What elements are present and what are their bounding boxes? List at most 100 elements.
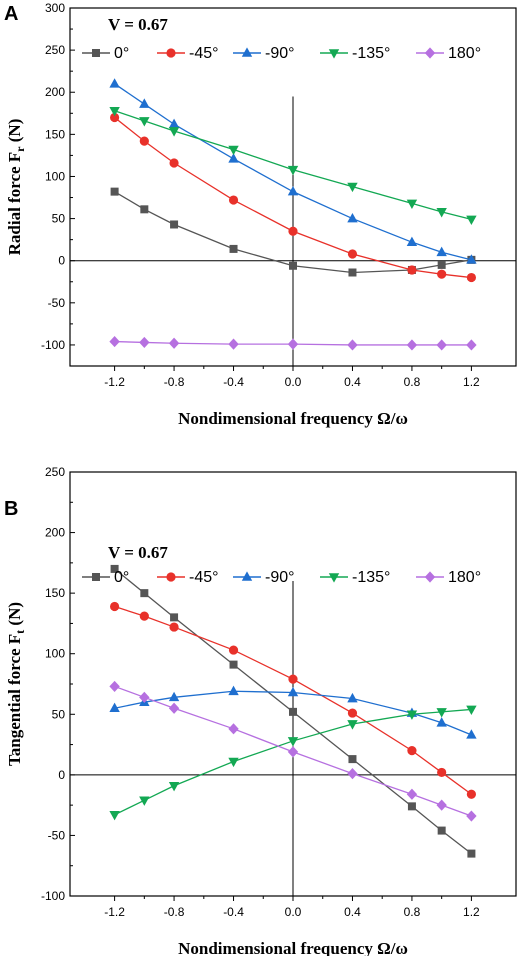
legend-swatch-marker [328,573,340,583]
data-point [347,182,358,193]
y-axis-title: Radial force Fr (N) [5,119,27,256]
data-point [109,811,120,821]
legend-swatch-marker [166,572,176,582]
legend-label: -135° [352,569,390,586]
y-tick-label: 150 [45,127,65,141]
data-point [139,117,150,127]
data-point [466,810,477,822]
y-axis-title-subscript: r [13,146,27,152]
data-point [168,781,180,792]
data-point [228,685,239,696]
x-tick-label: 0.0 [285,375,302,389]
data-point [169,622,179,632]
data-point [168,702,180,714]
data-point [288,226,298,236]
y-tick-label: 200 [45,85,65,99]
x-tick-label: 0.0 [285,905,302,919]
data-point [288,674,298,684]
data-point [347,708,358,718]
data-point [168,691,180,702]
x-tick-label: -0.8 [164,375,185,389]
legend: 0° -45° -90° -135° 180° [82,569,481,586]
legend: 0° -45° -90° -135° 180° [82,45,481,62]
data-point [347,692,358,703]
data-point [436,708,447,718]
data-point [407,802,416,811]
data-point [139,136,149,146]
data-point [287,737,299,747]
legend-label: -45° [189,569,219,586]
data-point [109,335,120,348]
data-point [170,220,179,229]
y-axis-title-subscript: t [13,630,27,634]
data-point [139,691,150,703]
legend-label: 0° [114,45,129,62]
y-axis-title-unit: (N) [5,119,24,147]
data-point [228,195,239,205]
panel-letter: B [4,498,18,520]
legend-item: 180° [416,45,481,62]
data-point [229,660,238,669]
data-point [287,186,299,196]
data-point [287,338,299,350]
data-point [228,145,239,156]
data-point [437,260,446,269]
data-point [436,339,447,351]
data-point [347,249,358,259]
data-point [347,212,358,223]
legend-item: -45° [157,569,219,586]
y-tick-label: -50 [48,296,66,310]
legend-item: 180° [416,569,481,586]
data-point [109,78,120,88]
data-point [347,720,358,730]
data-point [436,799,447,811]
panel-b: B -100 -50 0 50 100 150 200 250 -1.2 -0.8 -0.4 0.0 0.… [4,465,517,956]
data-point [347,768,358,780]
data-point [466,215,477,226]
x-tick-label: -1.2 [104,375,125,389]
series-3 [109,106,477,226]
data-point [168,127,180,137]
data-point [466,339,477,351]
y-tick-label: 150 [45,586,65,600]
data-point [406,710,418,720]
x-tick-label: -0.8 [164,905,185,919]
data-point [287,686,299,697]
data-point [289,261,297,270]
data-point [466,254,477,264]
legend-label: -135° [352,45,390,62]
y-tick-label: 100 [45,647,65,661]
y-tick-label: 100 [45,169,65,183]
data-point [289,707,297,716]
data-point [109,106,120,117]
data-point [287,746,299,758]
data-point [436,246,447,257]
data-point [437,826,446,835]
legend-item: -135° [320,45,390,62]
data-point [109,702,120,713]
series-1 [110,601,476,799]
data-point [436,717,447,727]
data-point [348,755,357,764]
data-point [406,236,418,246]
legend-label: -90° [265,45,295,62]
y-tick-label: -50 [48,828,66,842]
data-point [436,208,447,218]
x-tick-label: 1.2 [463,375,480,389]
legend-label: 180° [448,569,481,586]
data-point [466,705,477,716]
y-tick-label: 250 [45,465,65,479]
data-point [228,153,239,163]
y-tick-label: 200 [45,526,65,540]
y-tick-label: 0 [58,768,65,782]
data-point [466,272,476,283]
legend-swatch-marker [424,47,436,59]
data-point [287,165,299,176]
y-tick-label: -100 [41,889,65,903]
data-point [228,757,239,768]
data-point [437,767,447,778]
y-tick-label: 50 [52,212,66,226]
data-point [228,338,239,350]
legend-label: -90° [265,569,295,586]
data-point [169,158,179,168]
